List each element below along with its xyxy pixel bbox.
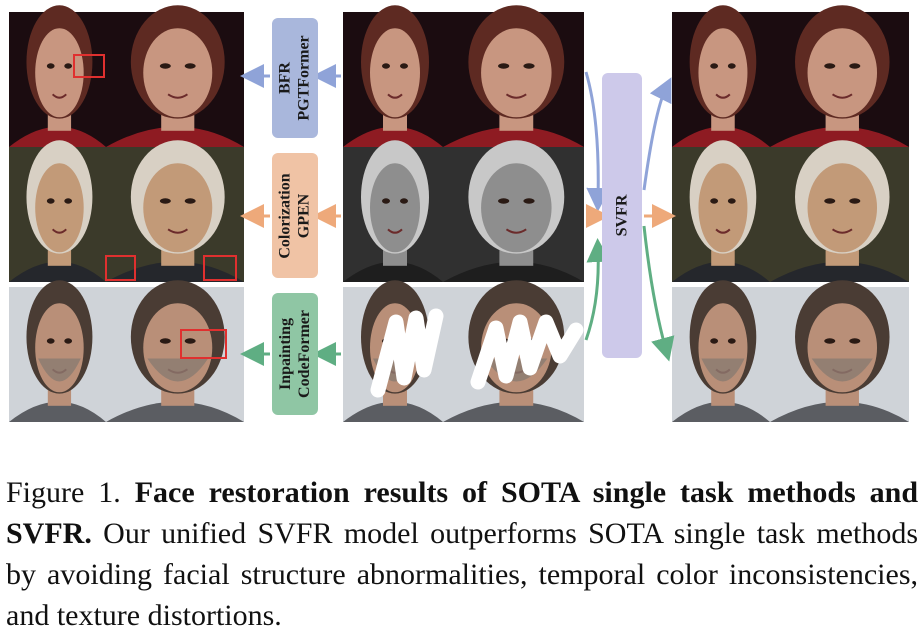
method-model-gpen: GPEN [296,193,314,238]
arrow-svfr-to-bfr-output [642,77,672,191]
panel-colorization-svfr-2 [770,140,909,282]
method-box-colorization: Colorization GPEN [272,153,318,278]
method-model-codeformer: CodeFormer [296,310,313,398]
panel-colorization-input-1 [343,140,443,282]
panel-colorization-result-1 [9,140,106,282]
method-comparison-figure [9,5,909,422]
method-task-colorization: Colorization [277,172,295,259]
method-label-bfr: BFR PGTFormer [276,35,314,120]
panel-bfr-svfr-2 [770,5,909,147]
highlight-boxes [73,54,237,359]
panel-colorization-result-2 [106,140,244,282]
method-label-inpainting: Inpainting CodeFormer [276,310,314,398]
caption-bold-title: Face restoration results of SOTA single … [6,476,918,550]
arrow-svfr-to-inpaint-output [642,225,675,362]
method-task-bfr: BFR [277,62,295,95]
figure-caption: Figure 1. Face restoration results of SO… [6,472,918,636]
panel-bfr-result-2 [106,5,244,147]
caption-body: Our unified SVFR model outperforms SOTA … [6,517,918,632]
panel-colorization-svfr-1 [672,140,770,282]
panel-inpainting-svfr-2 [770,280,909,422]
inpainting-masks [370,308,584,398]
panel-inpainting-result-2 [106,280,244,422]
panel-bfr-result-1 [9,5,106,147]
panel-inpainting-svfr-1 [672,280,770,422]
panel-bfr-input-1 [343,5,443,147]
caption-prefix: Figure 1. [6,476,135,509]
method-model-pgtformer: PGTFormer [296,35,314,121]
panel-colorization-input-2 [443,140,584,282]
panel-bfr-input-2 [443,5,584,147]
method-box-inpainting: Inpainting CodeFormer [272,293,318,415]
panel-bfr-svfr-1 [672,5,770,147]
svfr-box: SVFR [602,73,642,358]
arrow-bfr-input-to-svfr [584,71,611,212]
method-task-inpainting: Inpainting [277,317,294,391]
panel-inpainting-result-1 [9,280,106,422]
svfr-label: SVFR [613,194,631,237]
method-box-bfr: BFR PGTFormer [272,18,318,138]
method-label-colorization: Colorization GPEN [276,173,314,258]
arrow-inpaint-input-to-svfr [584,238,611,341]
